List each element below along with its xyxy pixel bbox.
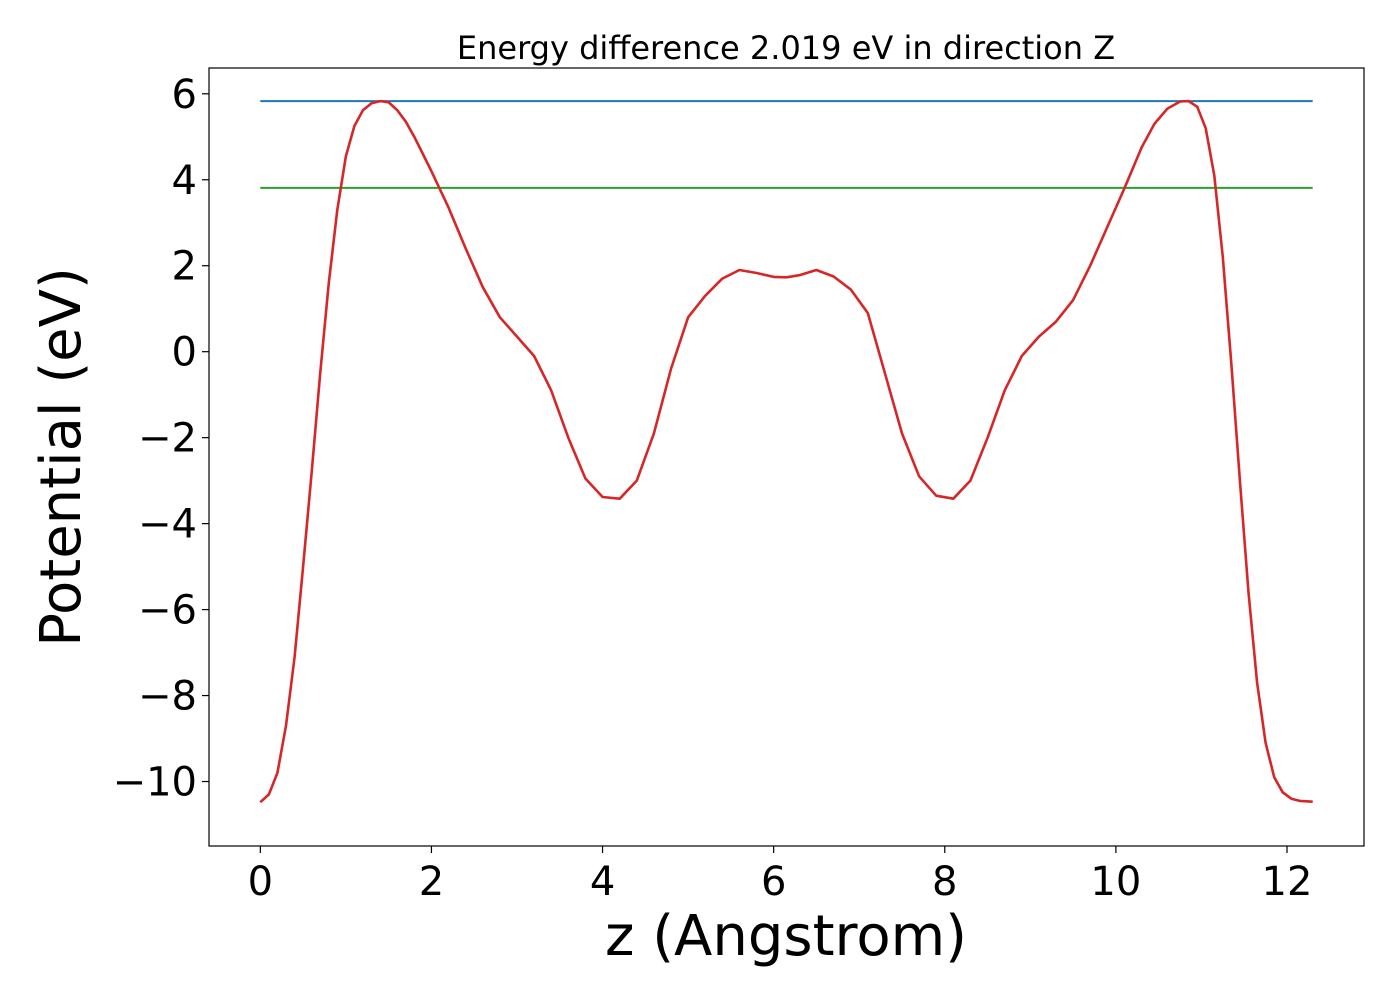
- y-tick-label: −4: [138, 502, 197, 548]
- series-line-3: [259, 99, 1313, 804]
- x-tick-label: 6: [761, 859, 786, 905]
- y-tick-label: 6: [172, 72, 197, 118]
- y-tick-label: 2: [172, 244, 197, 290]
- x-tick-label: 2: [419, 859, 444, 905]
- y-axis-label: Potential (eV): [29, 267, 94, 647]
- x-tick-label: 12: [1262, 859, 1313, 905]
- plot-area: [208, 67, 1365, 847]
- y-axis: 6 4 2 0 −2 −4 −6 −8 −10: [113, 72, 209, 806]
- x-tick-label: 8: [932, 859, 957, 905]
- chart-title: Energy difference 2.019 eV in direction …: [457, 29, 1115, 67]
- x-tick-label: 0: [248, 859, 273, 905]
- x-tick-label: 4: [590, 859, 615, 905]
- series-layer: [259, 99, 1313, 804]
- y-tick-label: −10: [113, 760, 197, 806]
- y-tick-label: −2: [138, 416, 197, 462]
- y-tick-label: −6: [138, 588, 197, 634]
- x-axis-label: z (Angstrom): [605, 904, 967, 969]
- y-tick-label: 0: [172, 330, 197, 376]
- x-tick-label: 10: [1090, 859, 1141, 905]
- x-axis: 0 2 4 6 8 10 12: [248, 846, 1313, 905]
- axes-frame: [208, 67, 1365, 847]
- y-tick-label: −8: [138, 674, 197, 720]
- y-tick-label: 4: [172, 158, 197, 204]
